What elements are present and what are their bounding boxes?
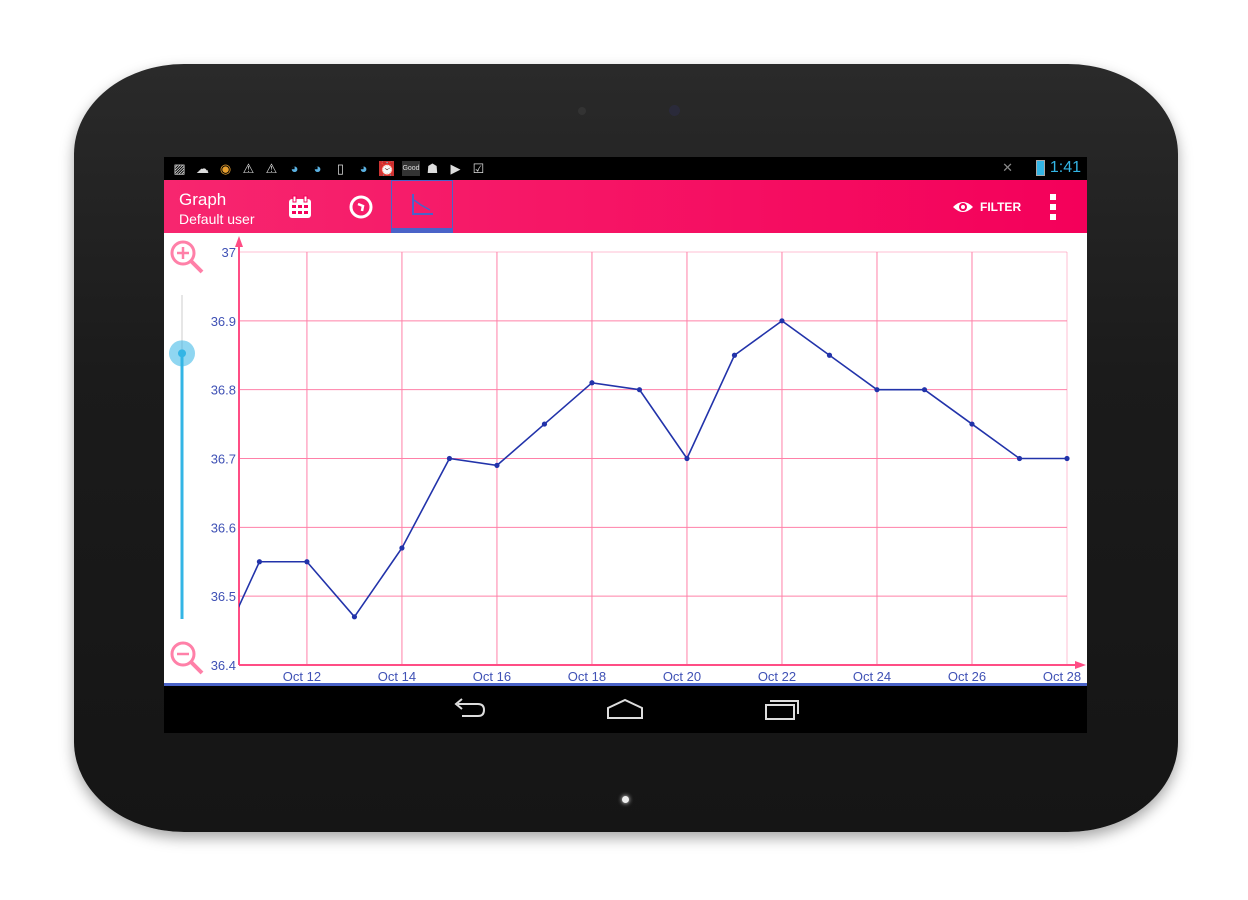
globe-icon: ◕ xyxy=(359,161,368,176)
warning-icon: ⚠ xyxy=(242,161,255,176)
android-icon: ☗ xyxy=(426,161,439,176)
x-tick-label: Oct 20 xyxy=(663,669,701,683)
data-point xyxy=(351,614,358,620)
image-icon: ▨ xyxy=(173,161,186,176)
good-icon: Good xyxy=(402,161,420,176)
clock-icon xyxy=(349,195,373,218)
sensor xyxy=(578,107,586,115)
data-point xyxy=(304,559,310,565)
zoom-out-icon[interactable] xyxy=(170,641,204,675)
eye-icon xyxy=(953,201,973,212)
battery-icon xyxy=(1036,160,1045,176)
app-icon: ◉ xyxy=(219,161,232,176)
y-tick-label: 36.4 xyxy=(211,658,236,673)
tab-graph[interactable] xyxy=(391,180,453,233)
phone-download-icon: ▯ xyxy=(336,161,345,176)
data-point xyxy=(1016,455,1023,462)
y-tick-label: 36.8 xyxy=(211,383,236,398)
cloud-upload-icon: ☁ xyxy=(196,161,209,176)
graph-area: 36.4 36.5 36.6 36.7 36.8 36.9 37 Oct 12 Oct 14 Oc… xyxy=(164,233,1087,686)
data-point xyxy=(779,318,785,324)
clock: 1:41 xyxy=(1049,159,1081,176)
data-point xyxy=(1064,455,1070,462)
checklist-icon: ☑ xyxy=(472,161,485,176)
tab-clock[interactable] xyxy=(330,180,392,233)
x-tick-label: Oct 24 xyxy=(853,669,891,683)
filter-label: FILTER xyxy=(980,199,1022,214)
x-tick-label: Oct 16 xyxy=(473,669,511,683)
x-tick-label: Oct 28 xyxy=(1043,669,1081,683)
y-tick-label: 36.5 xyxy=(211,589,236,604)
x-tick-label: Oct 26 xyxy=(948,669,986,683)
y-tick-label: 37 xyxy=(222,245,236,260)
y-axis-arrow xyxy=(235,236,243,247)
x-tick-label: Oct 12 xyxy=(283,669,321,683)
graph-icon xyxy=(412,193,433,215)
data-point xyxy=(446,455,453,462)
front-camera xyxy=(669,105,680,116)
action-bar: Graph Default user FILTER xyxy=(164,180,1087,233)
notification-led xyxy=(622,796,629,803)
data-point xyxy=(731,352,738,358)
data-point xyxy=(684,455,690,462)
filter-button[interactable]: FILTER xyxy=(952,180,1021,233)
series-line xyxy=(239,319,1067,619)
x-tick-label: Oct 18 xyxy=(568,669,606,683)
data-point xyxy=(399,545,405,551)
x-axis-arrow xyxy=(1075,661,1086,669)
data-point xyxy=(969,421,975,427)
data-point xyxy=(826,352,833,358)
play-store-icon: ▶ xyxy=(450,161,461,176)
y-tick-label: 36.6 xyxy=(211,520,236,535)
recents-icon[interactable] xyxy=(762,696,802,722)
mute-icon: ✕ xyxy=(1002,160,1013,175)
data-point xyxy=(636,387,643,393)
data-point xyxy=(541,421,548,427)
page-title: Graph xyxy=(179,190,227,209)
tab-calendar[interactable] xyxy=(269,180,331,233)
data-point xyxy=(256,559,263,565)
x-tick-label: Oct 22 xyxy=(758,669,796,683)
data-point xyxy=(589,380,595,386)
zoom-slider-thumb-center xyxy=(178,349,186,358)
data-point xyxy=(921,387,928,393)
screen: ▨ ☁ ◉ ⚠ ⚠ ◕ ◕ ▯ ◕ ⏰ Good ☗ ▶ ☑ ✕ 1:41 Graph Default u… xyxy=(164,157,1087,733)
navigation-bar xyxy=(164,686,1087,733)
temperature-chart[interactable]: 36.4 36.5 36.6 36.7 36.8 36.9 37 Oct 12 Oct 14 Oc… xyxy=(164,233,1087,683)
alarm-icon: ⏰ xyxy=(379,161,396,176)
globe-icon: ◕ xyxy=(290,161,299,176)
warning-icon: ⚠ xyxy=(265,161,278,176)
user-name: Default user xyxy=(179,211,255,227)
home-icon[interactable] xyxy=(605,696,645,722)
status-bar: ▨ ☁ ◉ ⚠ ⚠ ◕ ◕ ▯ ◕ ⏰ Good ☗ ▶ ☑ ✕ 1:41 xyxy=(164,157,1087,180)
zoom-in-icon[interactable] xyxy=(170,240,204,274)
calendar-icon xyxy=(289,195,311,218)
back-icon[interactable] xyxy=(450,696,490,722)
globe-icon: ◕ xyxy=(313,161,322,176)
data-point xyxy=(494,462,500,468)
y-tick-label: 36.7 xyxy=(211,452,236,467)
data-point xyxy=(874,387,880,393)
x-tick-label: Oct 14 xyxy=(378,669,416,683)
overflow-menu-button[interactable] xyxy=(1048,194,1058,220)
y-tick-label: 36.9 xyxy=(211,314,236,329)
